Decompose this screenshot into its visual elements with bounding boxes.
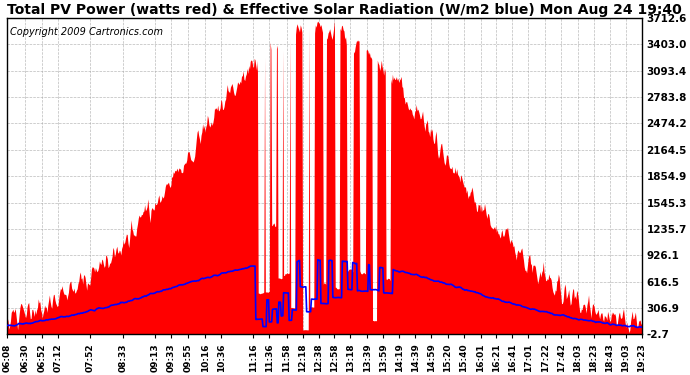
Text: Total PV Power (watts red) & Effective Solar Radiation (W/m2 blue) Mon Aug 24 19: Total PV Power (watts red) & Effective S…: [8, 3, 682, 17]
Text: Copyright 2009 Cartronics.com: Copyright 2009 Cartronics.com: [10, 27, 164, 38]
